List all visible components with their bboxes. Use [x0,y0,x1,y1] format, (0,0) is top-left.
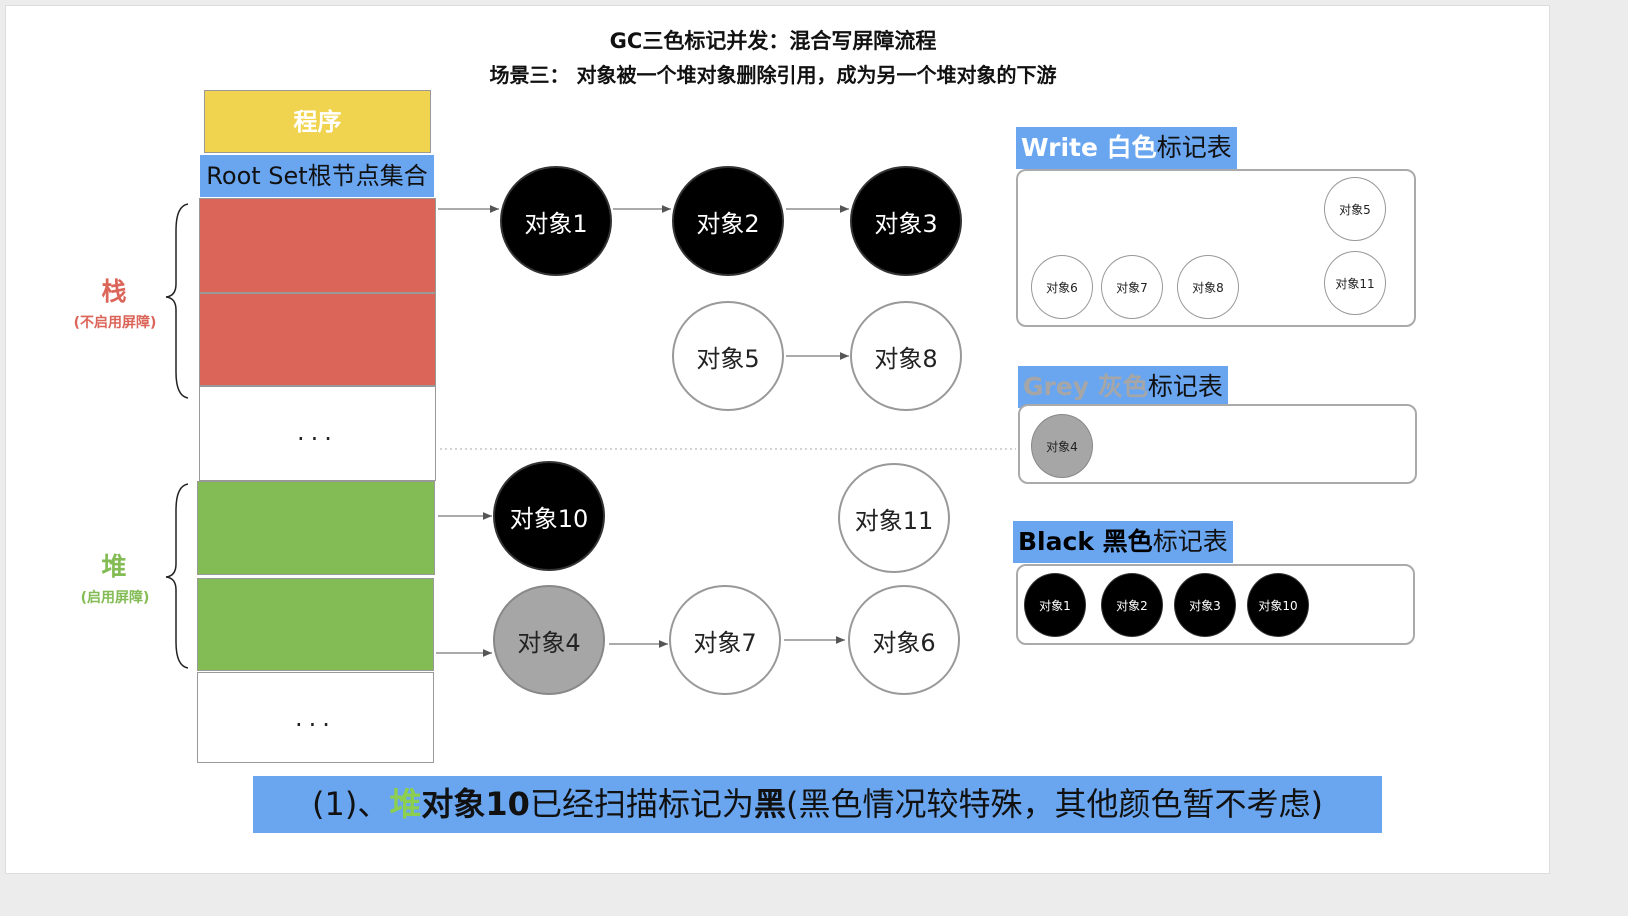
grey-item-obj4: 对象4 [1031,414,1093,478]
stack-label: 栈 [101,277,127,306]
object-1: 对象1 [500,166,612,276]
object-10: 对象10 [493,461,605,571]
diagram-title: GC三色标记并发：混合写屏障流程 [609,29,937,53]
black-item-obj3: 对象3 [1174,573,1236,637]
white-item-obj8: 对象8 [1177,255,1239,319]
heap-brace [165,483,189,669]
heap-slot-1 [197,481,435,575]
program-box: 程序 [204,90,431,153]
stack-brace [165,203,189,399]
black-item-obj2: 对象2 [1101,573,1163,637]
black-item-obj10: 对象10 [1247,573,1309,637]
stack-slot-2 [199,293,436,386]
object-6: 对象6 [848,585,960,695]
object-3: 对象3 [850,166,962,276]
grey-table [1018,404,1417,484]
grey-table-title: Grey 灰色标记表 [1018,366,1228,408]
step-caption: (1)、堆对象10已经扫描标记为黑(黑色情况较特殊，其他颜色暂不考虑) [253,776,1382,833]
white-item-obj6: 对象6 [1031,255,1093,319]
heap-note: (启用屏障) [80,590,150,606]
white-item-obj7: 对象7 [1101,255,1163,319]
heap-label: 堆 [101,552,127,581]
object-7: 对象7 [669,585,781,695]
object-8: 对象8 [850,301,962,411]
stack-slot-1 [199,198,436,293]
object-5: 对象5 [672,301,784,411]
object-4: 对象4 [493,585,605,695]
white-item-obj11: 对象11 [1324,251,1386,315]
diagram-subtitle: 场景三： 对象被一个堆对象删除引用，成为另一个堆对象的下游 [489,63,1057,87]
heap-ellipsis: ... [197,672,434,763]
heap-slot-2 [197,578,434,671]
root-set-label: Root Set根节点集合 [200,155,434,197]
stack-ellipsis: ... [199,386,436,481]
black-item-obj1: 对象1 [1024,573,1086,637]
black-table-title: Black 黑色标记表 [1013,521,1233,563]
stack-note: (不启用屏障) [73,315,157,331]
object-2: 对象2 [672,166,784,276]
object-11: 对象11 [838,463,950,573]
white-table-title: Write 白色标记表 [1016,127,1237,169]
white-item-obj5: 对象5 [1324,177,1386,241]
